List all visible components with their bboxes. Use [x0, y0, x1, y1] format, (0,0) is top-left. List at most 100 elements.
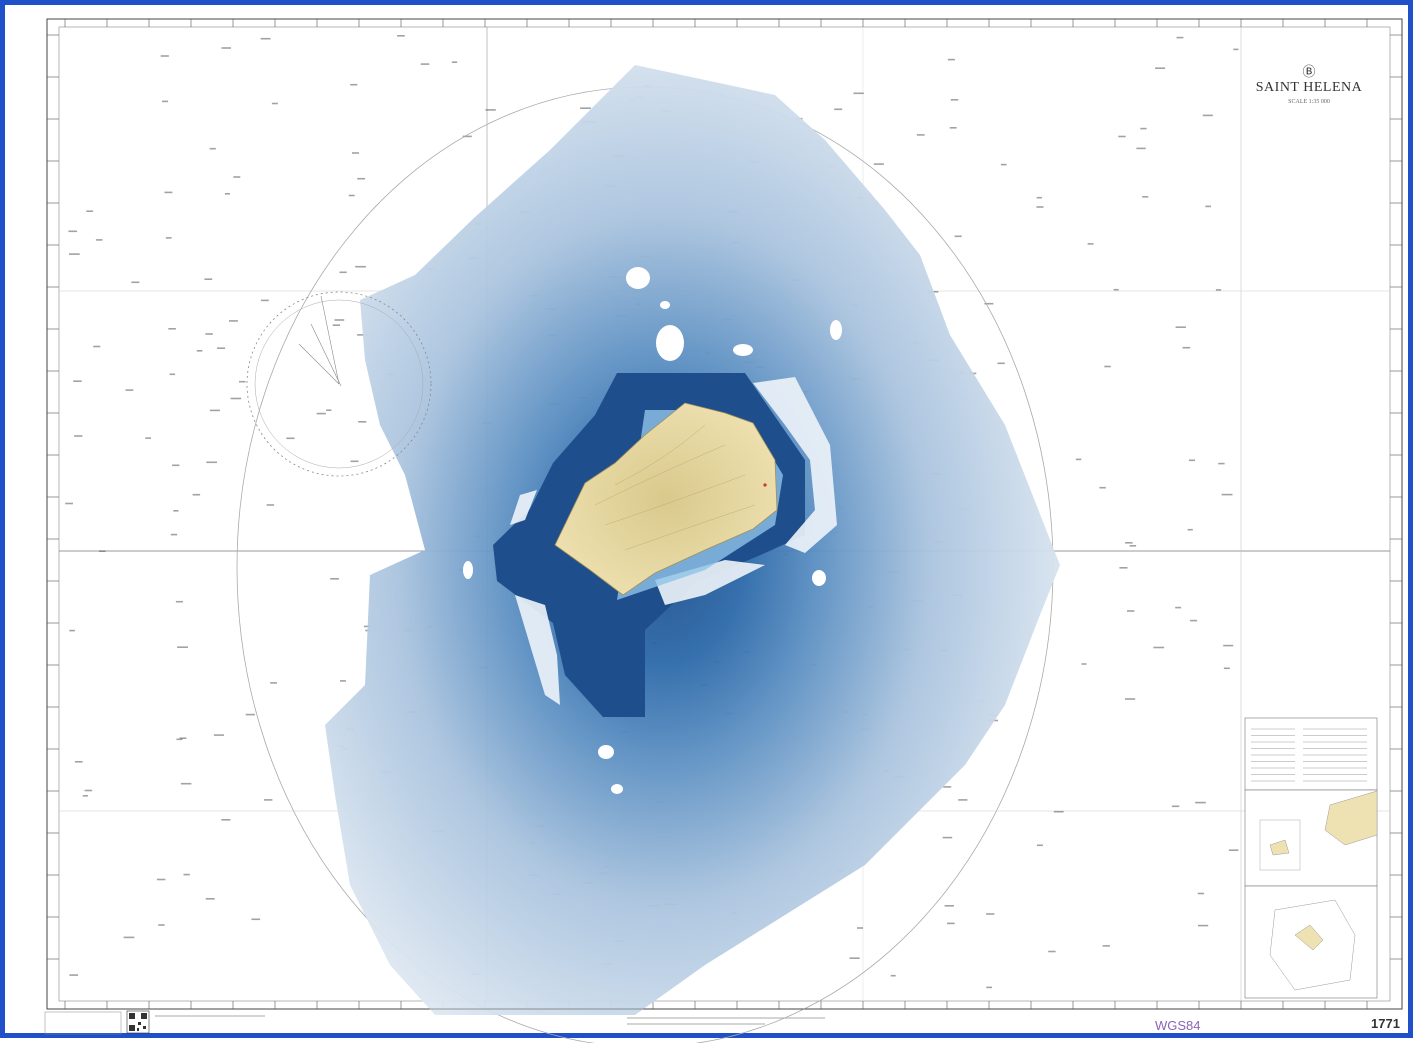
chart-inner-neatline — [58, 26, 1391, 1002]
sounding-mark — [485, 109, 496, 111]
sounding-mark — [1037, 844, 1043, 847]
compass-rose-icon — [246, 291, 432, 477]
footer-info-box — [44, 1011, 122, 1035]
sounding-mark — [857, 927, 864, 929]
sounding-mark — [74, 435, 83, 437]
sounding-mark — [1081, 663, 1087, 665]
sounding-mark — [204, 278, 213, 280]
islet — [463, 561, 473, 579]
sounding-mark — [260, 37, 271, 40]
sounding-mark — [958, 799, 968, 801]
chart-canvas — [44, 18, 1403, 1043]
islet — [830, 320, 842, 340]
inset-2-boundary — [1269, 899, 1356, 991]
sounding-mark — [168, 328, 176, 330]
sounding-mark — [1048, 950, 1056, 953]
sounding-mark — [1188, 459, 1195, 462]
sounding-mark — [224, 193, 230, 195]
sounding-mark — [95, 239, 103, 241]
sounding-mark — [177, 646, 188, 648]
sounding-mark — [340, 680, 346, 682]
sounding-mark — [1036, 196, 1042, 199]
sounding-mark — [1195, 801, 1206, 804]
sounding-mark — [206, 461, 217, 464]
sounding-mark — [1221, 493, 1233, 496]
sounding-mark — [1102, 945, 1110, 947]
islet — [812, 570, 826, 586]
sounding-mark — [1153, 646, 1165, 649]
sounding-mark — [1176, 36, 1184, 39]
sounding-mark — [180, 782, 192, 785]
sounding-mark — [205, 333, 213, 335]
inset-1-island — [1269, 839, 1290, 856]
sounding-mark — [350, 460, 359, 463]
sounding-mark — [1104, 365, 1111, 368]
sounding-mark — [123, 936, 135, 939]
sounding-mark — [947, 922, 955, 925]
sounding-mark — [1198, 924, 1209, 927]
sounding-mark — [260, 299, 269, 302]
sounding-mark — [1118, 135, 1126, 138]
sounding-mark — [1119, 567, 1128, 569]
sounding-mark — [69, 974, 79, 976]
sounding-mark — [125, 389, 134, 391]
sounding-mark — [69, 629, 75, 632]
sounding-mark — [1000, 163, 1007, 166]
islet — [598, 745, 614, 759]
sounding-mark — [209, 409, 220, 412]
sounding-mark — [173, 510, 179, 512]
sounding-mark — [890, 974, 896, 977]
sounding-mark — [1223, 644, 1234, 647]
sounding-mark — [205, 898, 215, 900]
sounding-mark — [1205, 205, 1211, 208]
sounding-mark — [580, 107, 591, 109]
sounding-mark — [1218, 462, 1225, 465]
inset-1-land — [1324, 790, 1378, 846]
sounding-mark — [352, 152, 359, 154]
sounding-mark — [221, 819, 231, 821]
sounding-mark — [239, 380, 246, 383]
sounding-mark — [997, 362, 1005, 365]
sounding-mark — [264, 799, 273, 801]
sounding-mark — [1190, 619, 1198, 622]
sounding-mark — [462, 135, 472, 138]
sounding-mark — [942, 836, 953, 839]
sounding-mark — [217, 347, 226, 349]
sounding-mark — [233, 176, 241, 178]
sounding-mark — [251, 918, 261, 921]
sounding-mark — [943, 786, 952, 788]
chart-title-block: Ⓑ SAINT HELENA SCALE 1:35 000 — [1241, 65, 1377, 107]
sounding-mark — [221, 47, 231, 49]
sounding-mark — [172, 464, 180, 467]
sounding-mark — [131, 281, 140, 284]
sounding-mark — [873, 163, 884, 165]
sounding-mark — [1125, 542, 1133, 544]
shallow-zone — [515, 595, 560, 705]
sounding-mark — [1233, 48, 1239, 51]
inset-1-zone — [1259, 819, 1301, 871]
border-ticks — [47, 19, 1402, 1009]
sounding-mark — [834, 108, 843, 111]
shallow-zone — [510, 490, 537, 525]
sounding-mark — [1140, 127, 1147, 130]
sounding-mark — [1127, 610, 1135, 612]
sounding-mark — [1155, 67, 1166, 69]
sounding-mark — [1053, 810, 1064, 813]
sounding-mark — [954, 235, 962, 238]
sounding-mark — [73, 380, 82, 382]
sounding-mark — [286, 437, 295, 440]
sounding-mark — [1175, 326, 1186, 328]
sounding-mark — [158, 924, 165, 926]
sounding-mark — [853, 92, 864, 95]
footer-notes — [155, 1015, 825, 1025]
sounding-mark — [1113, 288, 1119, 291]
sounding-mark — [86, 210, 94, 212]
datum-label: WGS84 — [1155, 1018, 1201, 1033]
sounding-mark — [357, 334, 368, 336]
legend-entries — [1251, 728, 1367, 782]
sounding-mark — [984, 302, 994, 305]
sounding-mark — [334, 319, 345, 321]
sounding-mark — [82, 795, 88, 797]
shallow-zone — [753, 377, 837, 553]
sounding-mark — [145, 437, 151, 439]
